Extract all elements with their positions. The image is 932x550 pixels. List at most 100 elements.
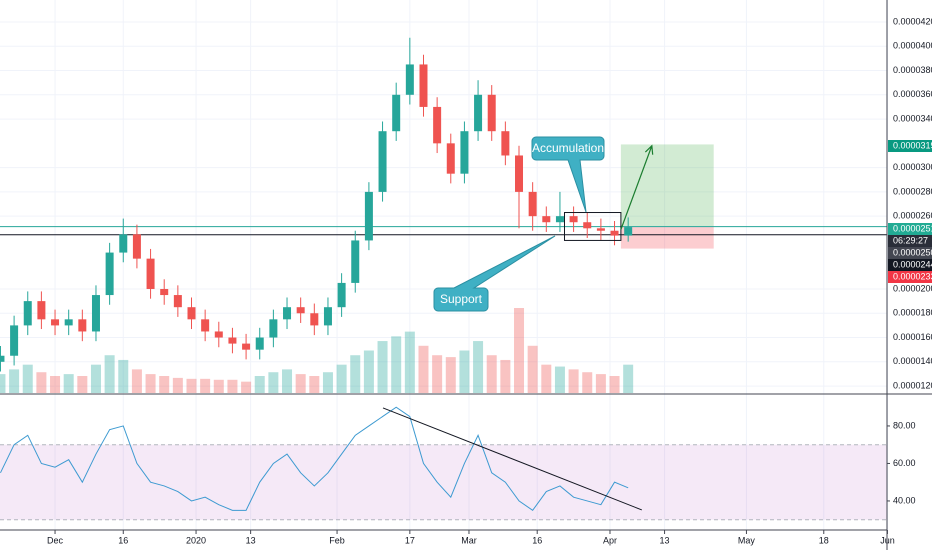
- candle-body: [419, 64, 428, 107]
- volume-bar: [172, 377, 183, 393]
- candle-body: [569, 216, 578, 223]
- volume-bar: [295, 374, 306, 393]
- volume-bar: [36, 372, 47, 393]
- candle-body: [323, 307, 332, 326]
- candle-body: [64, 319, 73, 326]
- candle-body: [515, 155, 524, 192]
- x-tick-label: 2020: [186, 535, 206, 545]
- candle-body: [146, 258, 155, 289]
- candle-body: [474, 94, 483, 132]
- volume-bar: [0, 374, 6, 393]
- volume-bar: [363, 350, 374, 393]
- candle-body: [624, 227, 633, 236]
- volume-bar: [568, 369, 579, 393]
- callout-text: Support: [440, 292, 483, 306]
- rsi-trendline: [382, 407, 643, 511]
- y-tick-label: 0.00003600: [893, 89, 932, 99]
- y-tick-label: 0.00001800: [893, 308, 932, 318]
- candle-body: [242, 343, 251, 350]
- rsi-band: [0, 444, 887, 520]
- x-tick-label: 16: [118, 535, 128, 545]
- candle-body: [310, 313, 319, 326]
- candle-body: [542, 216, 551, 223]
- volume-bar: [404, 331, 415, 393]
- price-tag-label: 0.00003191: [893, 140, 932, 150]
- x-tick-label: 17: [405, 535, 415, 545]
- x-tick-label: Dec: [47, 535, 64, 545]
- callout-shape: [531, 136, 605, 213]
- candle-body: [296, 307, 305, 314]
- candle-body: [283, 307, 292, 320]
- arrow-head: [644, 144, 654, 155]
- candle-body: [132, 234, 141, 259]
- volume-bar: [322, 372, 333, 393]
- volume-bar: [554, 366, 565, 393]
- candle-body: [555, 216, 564, 223]
- volume-bar: [22, 364, 33, 393]
- price-tag: [888, 259, 932, 271]
- volume-bar: [282, 369, 293, 393]
- x-tick-label: 16: [532, 535, 542, 545]
- volume-bar: [350, 355, 361, 393]
- candle-body: [501, 131, 510, 156]
- volume-bar: [514, 308, 525, 393]
- candle-body: [351, 240, 360, 283]
- volume-bar: [445, 357, 456, 393]
- volume-bar: [486, 355, 497, 393]
- volume-bar: [623, 364, 634, 393]
- y-tick-label: 0.00004000: [893, 41, 932, 51]
- volume-bar: [63, 374, 74, 393]
- candle-body: [37, 301, 46, 320]
- x-tick-label: Mar: [461, 535, 477, 545]
- candle-body: [91, 295, 100, 332]
- volume-bar: [309, 376, 320, 393]
- y-tick-label: 60.00: [893, 458, 916, 468]
- price-tag-label: 0.00002503: [893, 247, 932, 257]
- volume-bar: [527, 345, 538, 393]
- price-tag-label: 0.00002447: [893, 259, 932, 269]
- candle-body: [10, 325, 19, 356]
- price-tag: [888, 271, 932, 283]
- price-tag-label: 0.00002333: [893, 271, 932, 281]
- candle-body: [596, 228, 605, 231]
- candle-body: [269, 319, 278, 338]
- callout-text: Accumulation: [532, 141, 604, 155]
- volume-bar: [254, 376, 265, 393]
- rsi-line: [0, 406, 629, 512]
- candle-body: [105, 252, 114, 296]
- candle-body: [119, 234, 128, 253]
- price-tag: [888, 235, 932, 247]
- volume-bar: [582, 372, 593, 393]
- stop-zone: [620, 226, 714, 249]
- volume-bar: [104, 355, 115, 393]
- candle-body: [255, 337, 264, 350]
- volume-bar: [241, 381, 252, 393]
- y-tick-label: 0.00003000: [893, 162, 932, 172]
- volume-bar: [268, 372, 279, 393]
- x-tick-label: Apr: [603, 535, 617, 545]
- candle-body: [378, 131, 387, 192]
- volume-bar: [9, 369, 20, 393]
- y-tick-label: 0.00002000: [893, 283, 932, 293]
- y-tick-label: 0.00003800: [893, 65, 932, 75]
- candle-body: [364, 191, 373, 241]
- candle-body: [460, 131, 469, 174]
- candle-body: [405, 64, 414, 95]
- price-tag-label: 0.00002514: [893, 223, 932, 233]
- volume-bar: [50, 376, 61, 393]
- volume-bar: [500, 359, 511, 393]
- x-tick-label: 13: [660, 535, 670, 545]
- volume-bar: [473, 341, 484, 393]
- volume-bar: [159, 376, 170, 393]
- volume-bar: [541, 364, 552, 393]
- volume-bar: [595, 374, 606, 393]
- candle-body: [610, 230, 619, 236]
- price-tag: [888, 140, 932, 152]
- volume-bar: [432, 355, 443, 393]
- volume-bar: [145, 374, 156, 393]
- volume-bar: [200, 378, 211, 393]
- volume-bar: [609, 376, 620, 393]
- candle-body: [78, 319, 87, 332]
